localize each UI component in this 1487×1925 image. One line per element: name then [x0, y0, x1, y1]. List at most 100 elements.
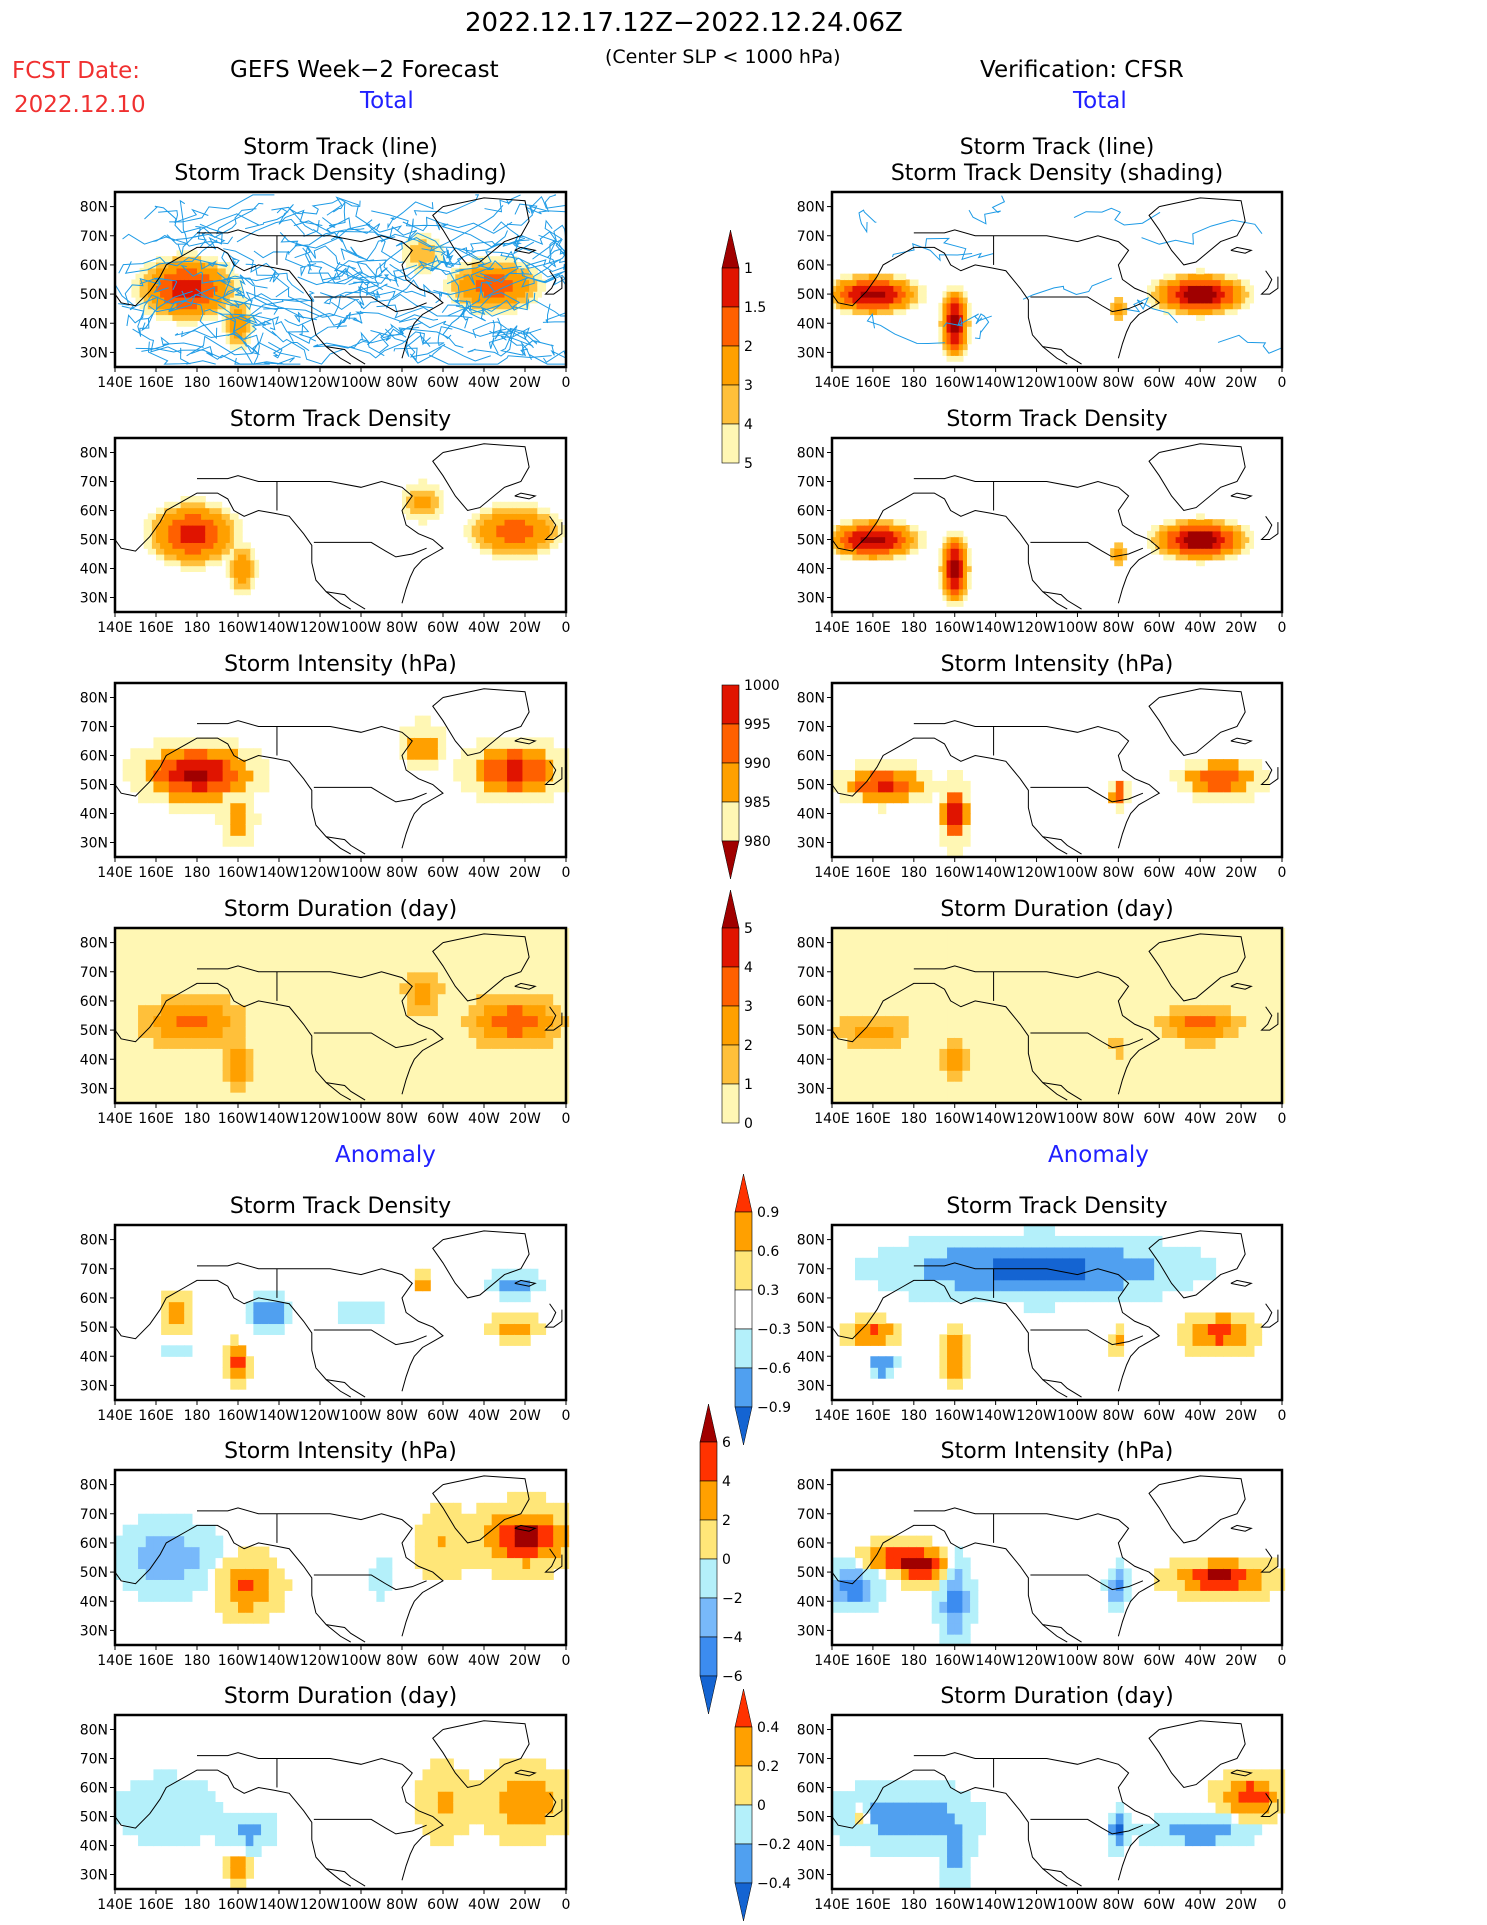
- shading-cell: [225, 548, 231, 555]
- shading-cell: [947, 1356, 956, 1368]
- shading-cell: [463, 530, 469, 538]
- shading-cell: [391, 1037, 401, 1049]
- shading-cell: [1161, 1048, 1171, 1060]
- shading-cell: [468, 971, 477, 984]
- shading-cell: [946, 314, 952, 321]
- shading-cell: [1016, 1015, 1025, 1028]
- shading-cell: [307, 1059, 316, 1071]
- shading-cell: [156, 302, 161, 310]
- shading-cell: [122, 938, 131, 951]
- shading-cell: [950, 355, 956, 362]
- shading-cell: [1246, 928, 1255, 940]
- lon-tick-label: 0: [562, 865, 571, 881]
- shading-cell: [1187, 525, 1193, 532]
- shading-cell: [460, 993, 470, 1006]
- shading-cell: [962, 297, 968, 304]
- shading-cell: [1224, 542, 1230, 549]
- shading-cell: [180, 565, 186, 572]
- shading-cell: [533, 279, 538, 286]
- shading-cell: [1261, 1081, 1270, 1093]
- shading-cell: [368, 982, 377, 995]
- shading-cell: [954, 1026, 963, 1038]
- shading-cell: [131, 279, 137, 286]
- shading-cell: [414, 238, 419, 246]
- shading-cell: [253, 748, 262, 760]
- lon-tick-label: 160E: [855, 375, 891, 391]
- shading-cell: [954, 594, 960, 601]
- shading-cell: [1077, 960, 1086, 973]
- shading-cell: [199, 748, 208, 760]
- shading-cell: [1204, 279, 1209, 286]
- shading-cell: [268, 1312, 278, 1325]
- shading-cell: [233, 588, 239, 596]
- shading-cell: [476, 737, 485, 749]
- shading-cell: [238, 308, 243, 316]
- shading-cell: [1253, 928, 1263, 940]
- shading-cell: [156, 279, 161, 286]
- lon-tick-label: 140E: [814, 865, 850, 881]
- shading-cell: [201, 536, 206, 543]
- shading-cell: [1228, 279, 1234, 286]
- shading-cell: [931, 1257, 940, 1270]
- shading-cell: [330, 1092, 339, 1104]
- shading-cell: [1175, 554, 1181, 561]
- shading-cell: [353, 960, 362, 973]
- shading-cell: [1115, 1015, 1125, 1028]
- shading-cell: [418, 501, 424, 509]
- shading-cell: [261, 1059, 270, 1071]
- shading-cell: [207, 1059, 216, 1071]
- shading-cell: [307, 1092, 316, 1104]
- shading-cell: [840, 279, 845, 286]
- shading-cell: [145, 770, 155, 782]
- shading-cell: [180, 267, 186, 275]
- shading-cell: [901, 1048, 910, 1060]
- shading-cell: [1220, 554, 1226, 561]
- shading-cell: [484, 525, 489, 532]
- shading-cell: [993, 928, 1002, 940]
- shading-cell: [460, 1015, 470, 1028]
- shading-cell: [459, 262, 465, 269]
- lon-tick-label: 140W: [975, 865, 1016, 881]
- shading-cell: [1200, 525, 1205, 532]
- shading-cell: [414, 232, 419, 240]
- shading-cell: [1131, 1015, 1140, 1028]
- shading-cell: [191, 780, 201, 793]
- border-line: [1042, 1082, 1082, 1101]
- shading-cell: [245, 960, 254, 973]
- shading-cell: [468, 1048, 477, 1060]
- shading-cell: [384, 982, 393, 995]
- shading-cell: [276, 1048, 285, 1060]
- shading-cell: [209, 525, 214, 532]
- shading-cell: [229, 577, 235, 584]
- storm-track-line: [126, 290, 187, 327]
- shading-cell: [512, 267, 518, 275]
- shading-cell: [168, 536, 173, 543]
- shading-cell: [160, 554, 165, 561]
- shading-cell: [512, 525, 518, 532]
- shading-cell: [245, 1026, 254, 1038]
- shading-cell: [1016, 982, 1025, 995]
- shading-cell: [479, 302, 485, 310]
- shading-cell: [520, 279, 526, 286]
- shading-cell: [188, 554, 194, 561]
- shading-cell: [230, 1026, 239, 1038]
- shading-cell: [1253, 1059, 1263, 1071]
- shading-cell: [1245, 291, 1250, 298]
- shading-cell: [525, 297, 530, 304]
- shading-cell: [1196, 525, 1201, 532]
- shading-cell: [1008, 1059, 1017, 1071]
- shading-cell: [491, 1026, 500, 1038]
- shading-cell: [516, 536, 522, 543]
- shading-cell: [868, 273, 874, 281]
- shading-cell: [1169, 1070, 1178, 1082]
- lon-tick-label: 160E: [855, 1111, 891, 1127]
- shading-cell: [238, 530, 243, 538]
- shading-cell: [1179, 525, 1185, 532]
- shading-cell: [844, 273, 849, 281]
- shading-cell: [176, 1290, 185, 1303]
- shading-cell: [115, 960, 124, 973]
- shading-cell: [1184, 1037, 1194, 1049]
- lon-tick-label: 80W: [386, 1408, 418, 1424]
- map-frame: [113, 190, 568, 369]
- shading-cell: [176, 559, 182, 567]
